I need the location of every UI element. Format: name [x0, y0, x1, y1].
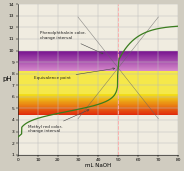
Bar	[18, 98, 178, 99]
Bar	[18, 52, 178, 53]
Bar	[18, 68, 178, 69]
Text: Methyl red color-
change interval: Methyl red color- change interval	[28, 110, 89, 134]
Bar	[18, 108, 178, 109]
Bar	[18, 57, 178, 58]
Bar	[18, 62, 178, 63]
Bar	[18, 61, 178, 62]
Bar	[18, 65, 178, 66]
Y-axis label: pH: pH	[3, 76, 12, 82]
Bar	[18, 56, 178, 57]
Bar	[18, 111, 178, 112]
Bar	[18, 96, 178, 97]
Bar	[18, 63, 178, 64]
Bar	[18, 53, 178, 54]
Bar	[18, 97, 178, 98]
Bar	[18, 60, 178, 61]
Bar	[18, 71, 178, 95]
Text: Phenolphthalein color-
change interval: Phenolphthalein color- change interval	[40, 31, 103, 54]
Bar	[18, 64, 178, 65]
Bar	[18, 110, 178, 111]
Bar	[18, 103, 178, 104]
Bar	[18, 113, 178, 114]
Bar	[18, 69, 178, 70]
Bar	[18, 70, 178, 71]
Bar	[18, 55, 178, 56]
Bar	[18, 66, 178, 67]
Bar	[18, 101, 178, 102]
Bar	[18, 58, 178, 59]
Bar	[18, 112, 178, 113]
Bar	[18, 67, 178, 68]
Bar	[18, 59, 178, 60]
Bar	[18, 105, 178, 106]
Bar	[18, 114, 178, 115]
Bar	[18, 99, 178, 100]
Bar	[18, 51, 178, 52]
Bar	[18, 104, 178, 105]
Bar	[18, 102, 178, 103]
Bar	[18, 109, 178, 110]
Bar	[18, 106, 178, 107]
Bar	[18, 95, 178, 96]
Bar	[18, 107, 178, 108]
Text: Equivalence point: Equivalence point	[34, 68, 115, 80]
Bar	[18, 100, 178, 101]
Bar	[18, 54, 178, 55]
X-axis label: mL NaOH: mL NaOH	[85, 163, 111, 168]
